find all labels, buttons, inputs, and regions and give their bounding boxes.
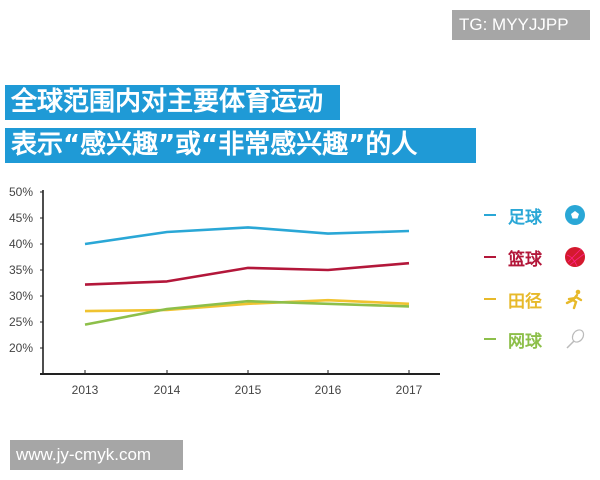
y-axis: 50% 45% 40% 35% 30% 25% 20% [9, 185, 44, 374]
series-line [84, 261, 410, 286]
y-tick-label: 30% [9, 289, 33, 303]
chart-title-line-2: 表示“感兴趣”或“非常感兴趣”的人 [5, 128, 476, 163]
legend-label: 足球 [508, 207, 542, 228]
soccer-ball-icon [564, 204, 586, 226]
watermark-top: TG: MYYJJPP [452, 10, 590, 40]
y-tick-label: 40% [9, 237, 33, 251]
y-tick-label: 25% [9, 315, 33, 329]
legend-swatch [484, 214, 496, 216]
basketball-icon [564, 246, 586, 268]
series-line [84, 299, 410, 326]
series-line [84, 298, 410, 313]
legend-swatch [484, 298, 496, 300]
legend-label: 田径 [508, 291, 542, 312]
legend-item: 足球 [484, 204, 586, 228]
legend-item: 田径 [484, 288, 586, 312]
legend-label: 篮球 [508, 249, 542, 270]
watermark-bottom: www.jy-cmyk.com [10, 440, 183, 470]
x-tick-label: 2015 [235, 383, 262, 397]
legend-swatch [484, 338, 496, 340]
series-line [84, 226, 410, 246]
x-tick-label: 2014 [154, 383, 181, 397]
legend-label: 网球 [508, 331, 542, 352]
tennis-racket-icon [564, 328, 586, 350]
series-lines [84, 226, 410, 326]
x-tick-label: 2016 [315, 383, 342, 397]
legend-item: 网球 [484, 328, 586, 352]
runner-icon [564, 288, 586, 310]
y-tick-label: 20% [9, 341, 33, 355]
y-tick-label: 45% [9, 211, 33, 225]
x-axis: 2013 2014 2015 2016 2017 [40, 370, 440, 397]
x-tick-label: 2017 [396, 383, 423, 397]
y-tick-label: 50% [9, 185, 33, 199]
chart-title-line-1: 全球范围内对主要体育运动 [5, 85, 340, 120]
y-tick-label: 35% [9, 263, 33, 277]
x-tick-label: 2013 [72, 383, 99, 397]
legend-swatch [484, 256, 496, 258]
legend-item: 篮球 [484, 246, 586, 270]
